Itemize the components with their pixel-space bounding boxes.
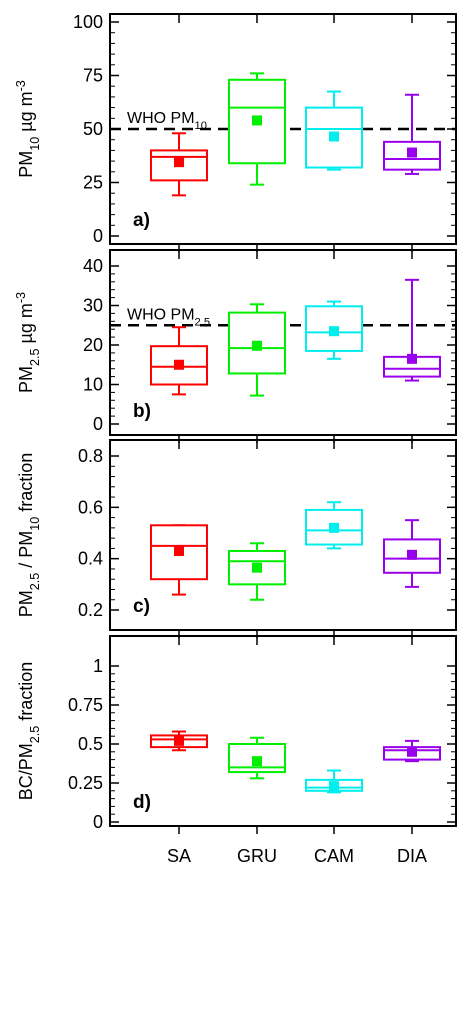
plot-frame	[109, 635, 457, 827]
text-part: 2.5	[28, 573, 42, 591]
mean-marker	[252, 340, 262, 351]
mean-marker	[252, 562, 262, 573]
mean-marker	[329, 781, 339, 792]
y-tick-label: 0.6	[78, 497, 103, 517]
mean-marker	[252, 756, 262, 767]
mean-marker	[174, 545, 184, 556]
box-sa	[150, 326, 208, 396]
y-tick-label: 0.75	[68, 695, 103, 715]
box-dia	[383, 93, 441, 175]
panel-tag: b)	[133, 401, 151, 422]
y-axis-title: PM2.5 µg m-3	[14, 292, 42, 393]
panel-tag: a)	[133, 210, 150, 231]
text-part: WHO PM	[127, 306, 195, 323]
text-part: / PM	[16, 531, 36, 573]
x-category-label-dia: DIA	[397, 846, 427, 866]
text-part: µg m	[16, 303, 36, 348]
y-tick-label: 100	[73, 12, 103, 32]
mean-marker	[174, 157, 184, 168]
text-part: WHO PM	[127, 110, 195, 127]
y-tick-label: 10	[83, 375, 103, 395]
y-axis-title: PM2.5 / PM10 fraction	[16, 453, 42, 618]
panel-tag: d)	[133, 792, 151, 813]
box-cam	[305, 300, 363, 360]
text-part: -3	[14, 80, 28, 91]
mean-marker	[174, 735, 184, 746]
text-part: PM	[16, 151, 36, 178]
mean-marker	[407, 353, 417, 364]
text-part: 2.5	[195, 316, 211, 328]
x-category-label-gru: GRU	[237, 846, 277, 866]
box-cam	[305, 501, 363, 550]
y-tick-label: 0	[93, 414, 103, 434]
plot-frame	[109, 249, 457, 436]
panel-c: 0.2 0.4 0.6 0.8 c) PM2.5 / PM10 fraction	[16, 439, 457, 638]
iqr-box	[228, 311, 286, 375]
text-part: 10	[195, 120, 207, 132]
y-tick-label: 30	[83, 296, 103, 316]
box-dia	[383, 519, 441, 588]
y-tick-label: 20	[83, 335, 103, 355]
text-part: PM	[16, 590, 36, 617]
panel-d: 0 0.25 0.5 0.75 1 d) BC/PM2.5 fraction	[16, 635, 457, 834]
box-gru	[228, 303, 286, 397]
box-gru	[228, 72, 286, 186]
text-part: BC/PM	[16, 743, 36, 800]
y-tick-label: 1	[93, 656, 103, 676]
box-dia	[383, 739, 441, 763]
mean-marker	[329, 522, 339, 533]
text-part: -3	[14, 292, 28, 303]
y-tick-label: 40	[83, 256, 103, 276]
y-tick-label: 50	[83, 119, 103, 139]
box-sa	[150, 730, 208, 752]
who-reference-label: WHO PM10	[127, 110, 207, 132]
text-part: PM	[16, 366, 36, 393]
y-tick-label: 75	[83, 66, 103, 86]
y-tick-label: 0.5	[78, 734, 103, 754]
mean-marker	[407, 147, 417, 158]
text-part: fraction	[16, 662, 36, 726]
iqr-box	[383, 538, 441, 574]
text-part: fraction	[16, 453, 36, 517]
mean-marker	[407, 746, 417, 757]
box-cam	[305, 769, 363, 794]
mean-marker	[252, 115, 262, 126]
box-cam	[305, 90, 363, 171]
x-category-label-sa: SA	[167, 846, 191, 866]
text-part: 2.5	[28, 349, 42, 367]
y-tick-label: 0.8	[78, 446, 103, 466]
panel-tag: c)	[133, 596, 150, 617]
y-tick-label: 0.2	[78, 600, 103, 620]
mean-marker	[329, 131, 339, 142]
mean-marker	[174, 359, 184, 370]
mean-marker	[329, 326, 339, 337]
who-reference-label: WHO PM2.5	[127, 306, 210, 328]
y-tick-label: 0.25	[68, 773, 103, 793]
iqr-box	[228, 78, 286, 165]
box-sa	[150, 132, 208, 197]
y-tick-label: 0.4	[78, 549, 103, 569]
box-gru	[228, 736, 286, 780]
text-part: 10	[28, 137, 42, 151]
text-part: 2.5	[28, 726, 42, 744]
box-dia	[383, 278, 441, 382]
y-axis-title: PM10 µg m-3	[14, 80, 42, 178]
y-tick-label: 25	[83, 173, 103, 193]
y-tick-label: 0	[93, 812, 103, 832]
text-part: µg m	[16, 91, 36, 136]
box-gru	[228, 542, 286, 601]
text-part: 10	[28, 517, 42, 531]
box-sa	[150, 524, 208, 596]
x-category-label-cam: CAM	[314, 846, 354, 866]
mean-marker	[407, 549, 417, 560]
y-axis-title: BC/PM2.5 fraction	[16, 662, 42, 801]
y-tick-label: 0	[93, 226, 103, 246]
plot-frame	[109, 439, 457, 631]
